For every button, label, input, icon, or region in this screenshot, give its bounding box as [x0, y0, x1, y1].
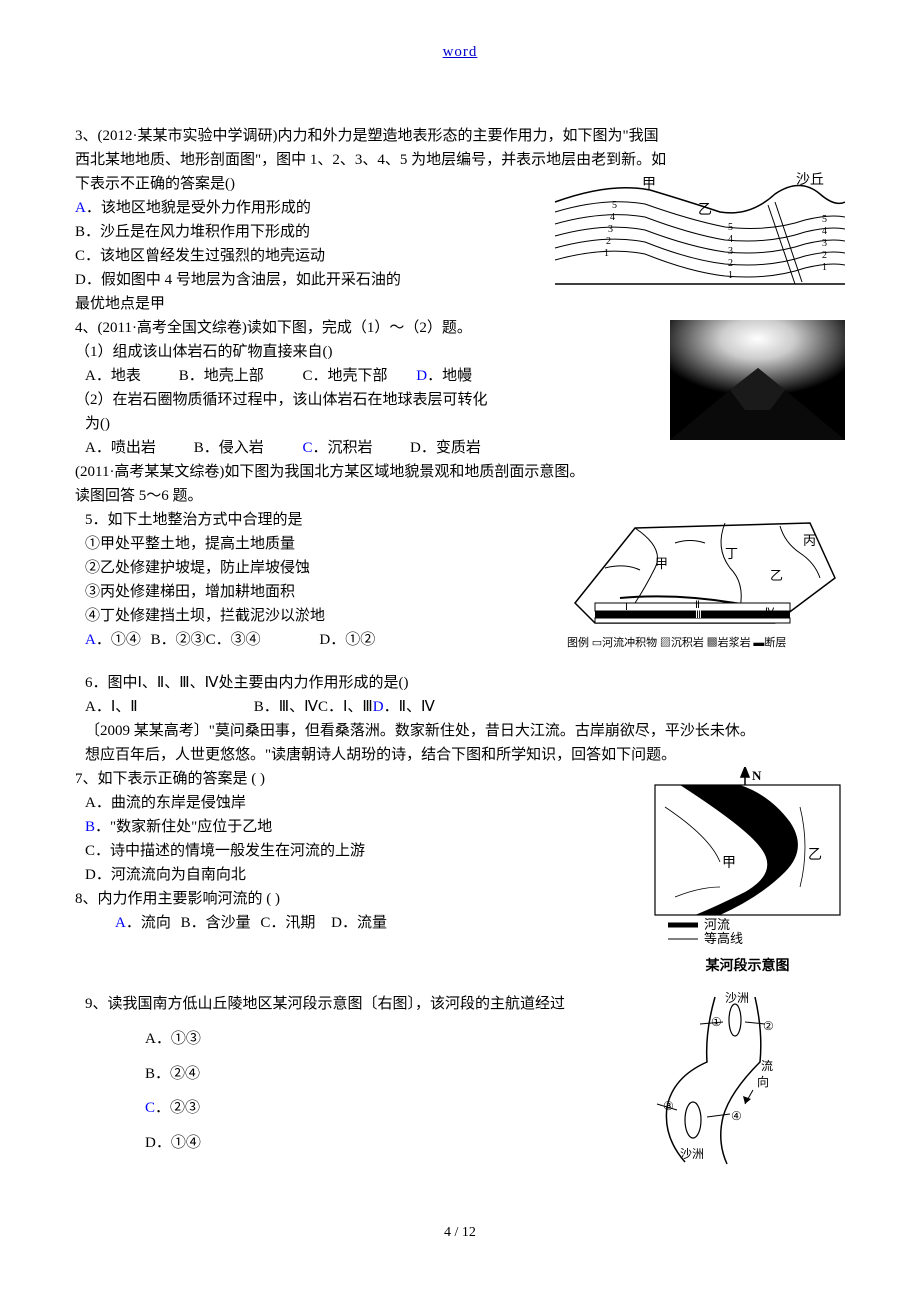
- q6-optC: C．Ⅰ、Ⅲ: [318, 695, 373, 719]
- q7-figure: 甲 乙 N 河流 等高线 某河段示意图 某河段示意图: [650, 767, 845, 978]
- svg-text:N: N: [752, 768, 762, 783]
- q6-options: A．Ⅰ、Ⅱ B．Ⅲ、ⅣC．Ⅰ、ⅢD．Ⅱ、Ⅳ: [75, 695, 845, 719]
- svg-text:3: 3: [728, 246, 733, 257]
- svg-text:乙: 乙: [808, 847, 822, 863]
- header-word: word: [75, 40, 845, 64]
- q56-intro-b: 读图回答 5～6 题。: [75, 484, 845, 508]
- svg-text:2: 2: [606, 236, 611, 247]
- svg-text:5: 5: [728, 222, 733, 233]
- svg-text:乙: 乙: [770, 568, 783, 583]
- q3-optA-text: ．该地区地貌是受外力作用形成的: [86, 200, 311, 216]
- svg-text:1: 1: [604, 248, 609, 259]
- svg-text:4: 4: [728, 234, 733, 245]
- q4-p2-optC-text: ．沉积岩: [313, 436, 373, 460]
- q3-figure: 甲 沙丘 乙 54321 54321 5432: [550, 172, 845, 292]
- svg-text:4: 4: [822, 226, 827, 237]
- svg-text:丁: 丁: [725, 546, 738, 561]
- svg-text:沙洲: 沙洲: [725, 992, 749, 1005]
- q6-stem: 6．图中Ⅰ、Ⅱ、Ⅲ、Ⅳ处主要由内力作用形成的是(): [75, 671, 845, 695]
- question-3: 3、(2012·某某市实验中学调研)内力和外力是塑造地表形态的主要作用力，如下图…: [75, 124, 845, 316]
- q7-caption: 某河段示意图: [650, 956, 845, 978]
- svg-text:1: 1: [728, 270, 733, 281]
- q8-optA-text: ．流向: [126, 911, 171, 935]
- q8-optC: C．汛期: [254, 911, 315, 935]
- q5-optA-letter: A: [85, 628, 96, 652]
- q4-figure: [670, 320, 845, 440]
- q8-optA-letter: A: [115, 911, 126, 935]
- svg-text:5: 5: [612, 200, 617, 211]
- q4-p1-optD-letter: D: [416, 364, 427, 388]
- svg-text:2: 2: [728, 258, 733, 269]
- q9-figure: 沙洲 沙洲 ① ② ③ ④ 流 向: [645, 992, 815, 1172]
- q5-optC: C．③④: [206, 628, 261, 652]
- question-5: 甲 乙 丙 丁 Ⅰ Ⅱ Ⅲ Ⅳ 图例 ▭河流冲积物 ▨沉积岩 ▩岩浆岩 ▬断层 …: [75, 508, 845, 653]
- q6-optD-letter: D: [373, 695, 384, 719]
- q4-p1-optA: A．地表: [85, 364, 175, 388]
- svg-text:5: 5: [822, 214, 827, 225]
- svg-text:Ⅳ: Ⅳ: [765, 607, 775, 618]
- q3-optD-b: 最优地点是甲: [75, 292, 845, 316]
- svg-text:甲: 甲: [722, 856, 736, 871]
- q5-figure: 甲 乙 丙 丁 Ⅰ Ⅱ Ⅲ Ⅳ 图例 ▭河流冲积物 ▨沉积岩 ▩岩浆岩 ▬断层: [565, 508, 845, 653]
- q4-p2-optC-letter: C: [303, 436, 313, 460]
- svg-text:等高线: 等高线: [704, 931, 743, 946]
- q4-p1-optB: B．地壳上部: [179, 364, 299, 388]
- q4-p2-optB: B．侵入岩: [194, 436, 299, 460]
- q5-optD: D．①②: [264, 628, 375, 652]
- svg-text:向: 向: [757, 1074, 769, 1089]
- q6-optA: A．Ⅰ、Ⅱ: [85, 695, 250, 719]
- q4-p2-optA: A．喷出岩: [85, 436, 190, 460]
- svg-text:甲: 甲: [655, 556, 668, 571]
- q3-stem-a: 3、(2012·某某市实验中学调研)内力和外力是塑造地表形态的主要作用力，如下图…: [75, 124, 845, 148]
- q4-p1-optC: C．地壳下部: [303, 364, 413, 388]
- svg-text:1: 1: [822, 262, 827, 273]
- question-4: 4、(2011·高考全国文综卷)读如下图，完成（1）～（2）题。 （1）组成该山…: [75, 316, 845, 460]
- svg-text:沙洲: 沙洲: [680, 1147, 704, 1161]
- q9-optC-text: ．②③: [155, 1100, 200, 1116]
- q5-optA-text: ．①④: [96, 628, 141, 652]
- svg-text:Ⅰ: Ⅰ: [625, 602, 628, 613]
- question-9: 沙洲 沙洲 ① ② ③ ④ 流 向 9、读我国南方低山丘陵地区某河段示意图〔右图…: [75, 992, 845, 1172]
- svg-text:④: ④: [731, 1109, 742, 1123]
- q4-p2-optD: D．变质岩: [410, 436, 481, 460]
- q78-intro-b: 想应百年后，人世更悠悠。"读唐朝诗人胡玢的诗，结合下图和所学知识，回答如下问题。: [75, 743, 845, 767]
- q4-p1-optD-text: ．地幔: [427, 364, 472, 388]
- svg-text:河流: 河流: [704, 917, 730, 932]
- q78-intro-a: 〔2009 某某高考〕"莫问桑田事，但看桑落洲。数家新住处，昔日大江流。古岸崩欲…: [75, 719, 845, 743]
- q9-optC-letter: C: [145, 1100, 155, 1116]
- q8-optB: B．含沙量: [175, 911, 251, 935]
- q6-optD-text: ．Ⅱ、Ⅳ: [384, 695, 435, 719]
- page-footer: 4 / 12: [75, 1222, 845, 1244]
- q3-stem-b: 西北某地地质、地形剖面图"，图中 1、2、3、4、5 为地层编号，并表示地层由老…: [75, 148, 845, 172]
- q5-optB: B．②③: [145, 628, 206, 652]
- svg-text:流: 流: [761, 1059, 773, 1073]
- q6-optB: B．Ⅲ、Ⅳ: [254, 695, 318, 719]
- q7-optB-letter: B: [85, 819, 95, 835]
- svg-text:4: 4: [610, 212, 615, 223]
- q3-fig-yi: 乙: [698, 202, 712, 218]
- q7-optB-text: ．"数家新住处"应位于乙地: [95, 819, 272, 835]
- q56-intro-a: (2011·高考某某文综卷)如下图为我国北方某区域地貌景观和地质剖面示意图。: [75, 460, 845, 484]
- svg-text:2: 2: [822, 250, 827, 261]
- svg-text:3: 3: [822, 238, 827, 249]
- svg-text:3: 3: [608, 224, 613, 235]
- svg-text:②: ②: [763, 1019, 774, 1033]
- question-7: 甲 乙 N 河流 等高线 某河段示意图 某河段示意图 7、如下表示正确的答案是 …: [75, 767, 845, 978]
- svg-text:Ⅲ: Ⅲ: [695, 610, 702, 621]
- svg-text:丙: 丙: [803, 533, 816, 548]
- q5-legend: 图例 ▭河流冲积物 ▨沉积岩 ▩岩浆岩 ▬断层: [567, 635, 786, 649]
- q3-optA-letter: A: [75, 200, 86, 216]
- q8-optD: D．流量: [319, 911, 387, 935]
